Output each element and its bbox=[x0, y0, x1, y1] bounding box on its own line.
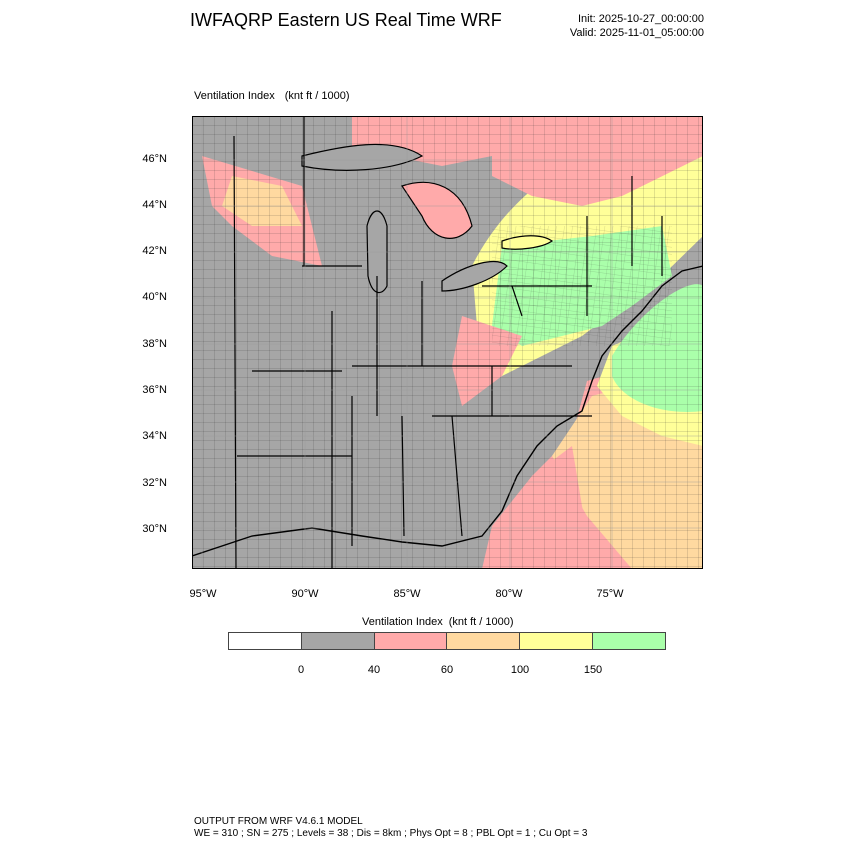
lat-label: 44°N bbox=[142, 199, 167, 211]
lon-label: 85°W bbox=[393, 588, 421, 600]
colorbar-box bbox=[520, 633, 594, 649]
colorbar-label: 60 bbox=[440, 664, 454, 676]
field-units: (knt ft / 1000) bbox=[284, 90, 350, 102]
lat-label: 36°N bbox=[142, 384, 167, 396]
lat-label: 38°N bbox=[142, 338, 167, 350]
valid-time: Valid: 2025-11-01_05:00:00 bbox=[569, 27, 704, 39]
colorbar-label: 150 bbox=[583, 664, 603, 676]
lake-michigan-outline bbox=[366, 210, 388, 294]
map-panel bbox=[192, 116, 703, 569]
colorbar-title: Ventilation Index (knt ft / 1000) bbox=[362, 616, 514, 628]
lat-label: 30°N bbox=[142, 523, 167, 535]
footer-model-line: OUTPUT FROM WRF V4.6.1 MODEL bbox=[194, 816, 363, 827]
colorbar-label: 100 bbox=[510, 664, 530, 676]
lake-superior-outline bbox=[301, 143, 424, 171]
lon-label: 80°W bbox=[495, 588, 523, 600]
lake-ontario-outline bbox=[501, 235, 554, 250]
colorbar-box bbox=[374, 633, 448, 649]
colorbar-box bbox=[301, 633, 375, 649]
colorbar-box bbox=[593, 633, 665, 649]
colorbar bbox=[228, 632, 666, 650]
footer-config-line: WE = 310 ; SN = 275 ; Levels = 38 ; Dis … bbox=[194, 828, 588, 839]
colorbar-units: (knt ft / 1000) bbox=[448, 616, 514, 628]
colorbar-field: Ventilation Index bbox=[362, 616, 443, 628]
ventilation-map bbox=[192, 116, 703, 569]
lake-huron-outline bbox=[401, 181, 473, 239]
latitude-lines bbox=[192, 159, 703, 529]
field-name: Ventilation Index bbox=[194, 90, 275, 102]
coastline bbox=[192, 265, 703, 557]
init-time: Init: 2025-10-27_00:00:00 bbox=[578, 13, 704, 25]
state-boundaries bbox=[233, 116, 663, 569]
lat-label: 42°N bbox=[142, 245, 167, 257]
map-frame bbox=[192, 116, 703, 569]
lat-label: 32°N bbox=[142, 477, 167, 489]
lat-label: 46°N bbox=[142, 153, 167, 165]
lat-label: 34°N bbox=[142, 430, 167, 442]
colorbar-box bbox=[229, 633, 302, 649]
plot-title: IWFAQRP Eastern US Real Time WRF bbox=[190, 10, 502, 30]
lon-label: 95°W bbox=[189, 588, 217, 600]
map-field-label: Ventilation Index (knt ft / 1000) bbox=[194, 90, 350, 102]
colorbar-label: 0 bbox=[297, 664, 305, 676]
colorbar-label: 40 bbox=[367, 664, 381, 676]
lon-label: 90°W bbox=[291, 588, 319, 600]
lat-label: 40°N bbox=[142, 291, 167, 303]
lake-erie-outline bbox=[441, 261, 508, 292]
colorbar-box bbox=[447, 633, 521, 649]
lon-label: 75°W bbox=[596, 588, 624, 600]
longitude-lines bbox=[201, 116, 613, 569]
